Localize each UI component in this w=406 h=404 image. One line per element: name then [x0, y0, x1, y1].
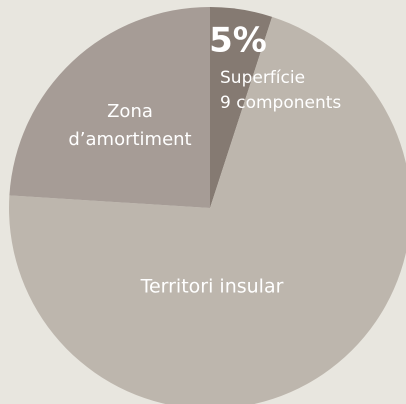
pie-slice [210, 7, 273, 208]
slice-label: 9 components [220, 93, 341, 113]
pie-slice [9, 16, 406, 404]
slice-label: Superfície [220, 68, 305, 88]
pie-slice [9, 6, 211, 209]
slice-label: d’amortiment [68, 129, 191, 150]
value-label: 5% [209, 21, 267, 61]
slice-label: Zona [107, 101, 153, 122]
slice-label: Territori insular [140, 276, 284, 298]
